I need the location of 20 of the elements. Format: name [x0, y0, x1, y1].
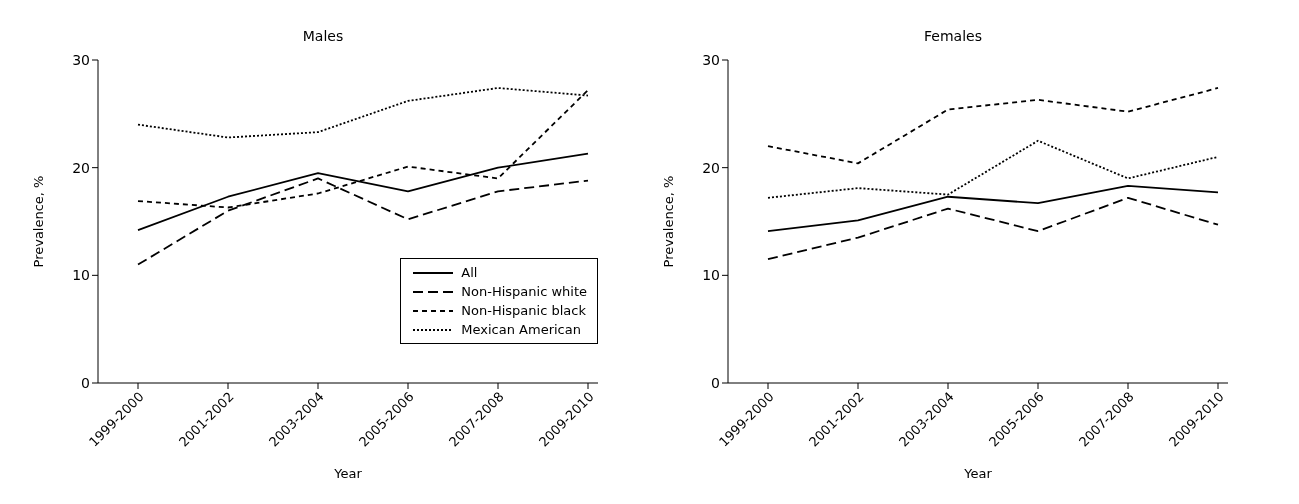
chart-title: Females [923, 27, 983, 46]
y-tick-label: 30 [702, 51, 720, 68]
x-axis-title: Year [333, 466, 363, 481]
y-axis-title: Prevalence, % [660, 175, 676, 268]
y-tick-label: 10 [72, 267, 90, 284]
y-tick-label: 20 [702, 159, 720, 176]
line-series [767, 87, 1219, 165]
legend-label: Mexican American [461, 321, 581, 339]
y-tick-label: 30 [72, 51, 90, 68]
y-tick-label: 20 [72, 159, 90, 176]
legend-label: Non-Hispanic white [461, 283, 587, 301]
y-tick-label: 0 [711, 374, 720, 391]
x-axis-title: Year [963, 466, 993, 481]
legend-label: All [461, 264, 478, 282]
y-tick-label: 10 [702, 267, 720, 284]
chart-title: Males [301, 27, 345, 46]
legend-label: Non-Hispanic black [461, 302, 586, 320]
line-series [767, 196, 1219, 261]
y-tick-label: 0 [81, 374, 90, 391]
y-axis-title: Prevalence, % [30, 175, 46, 268]
